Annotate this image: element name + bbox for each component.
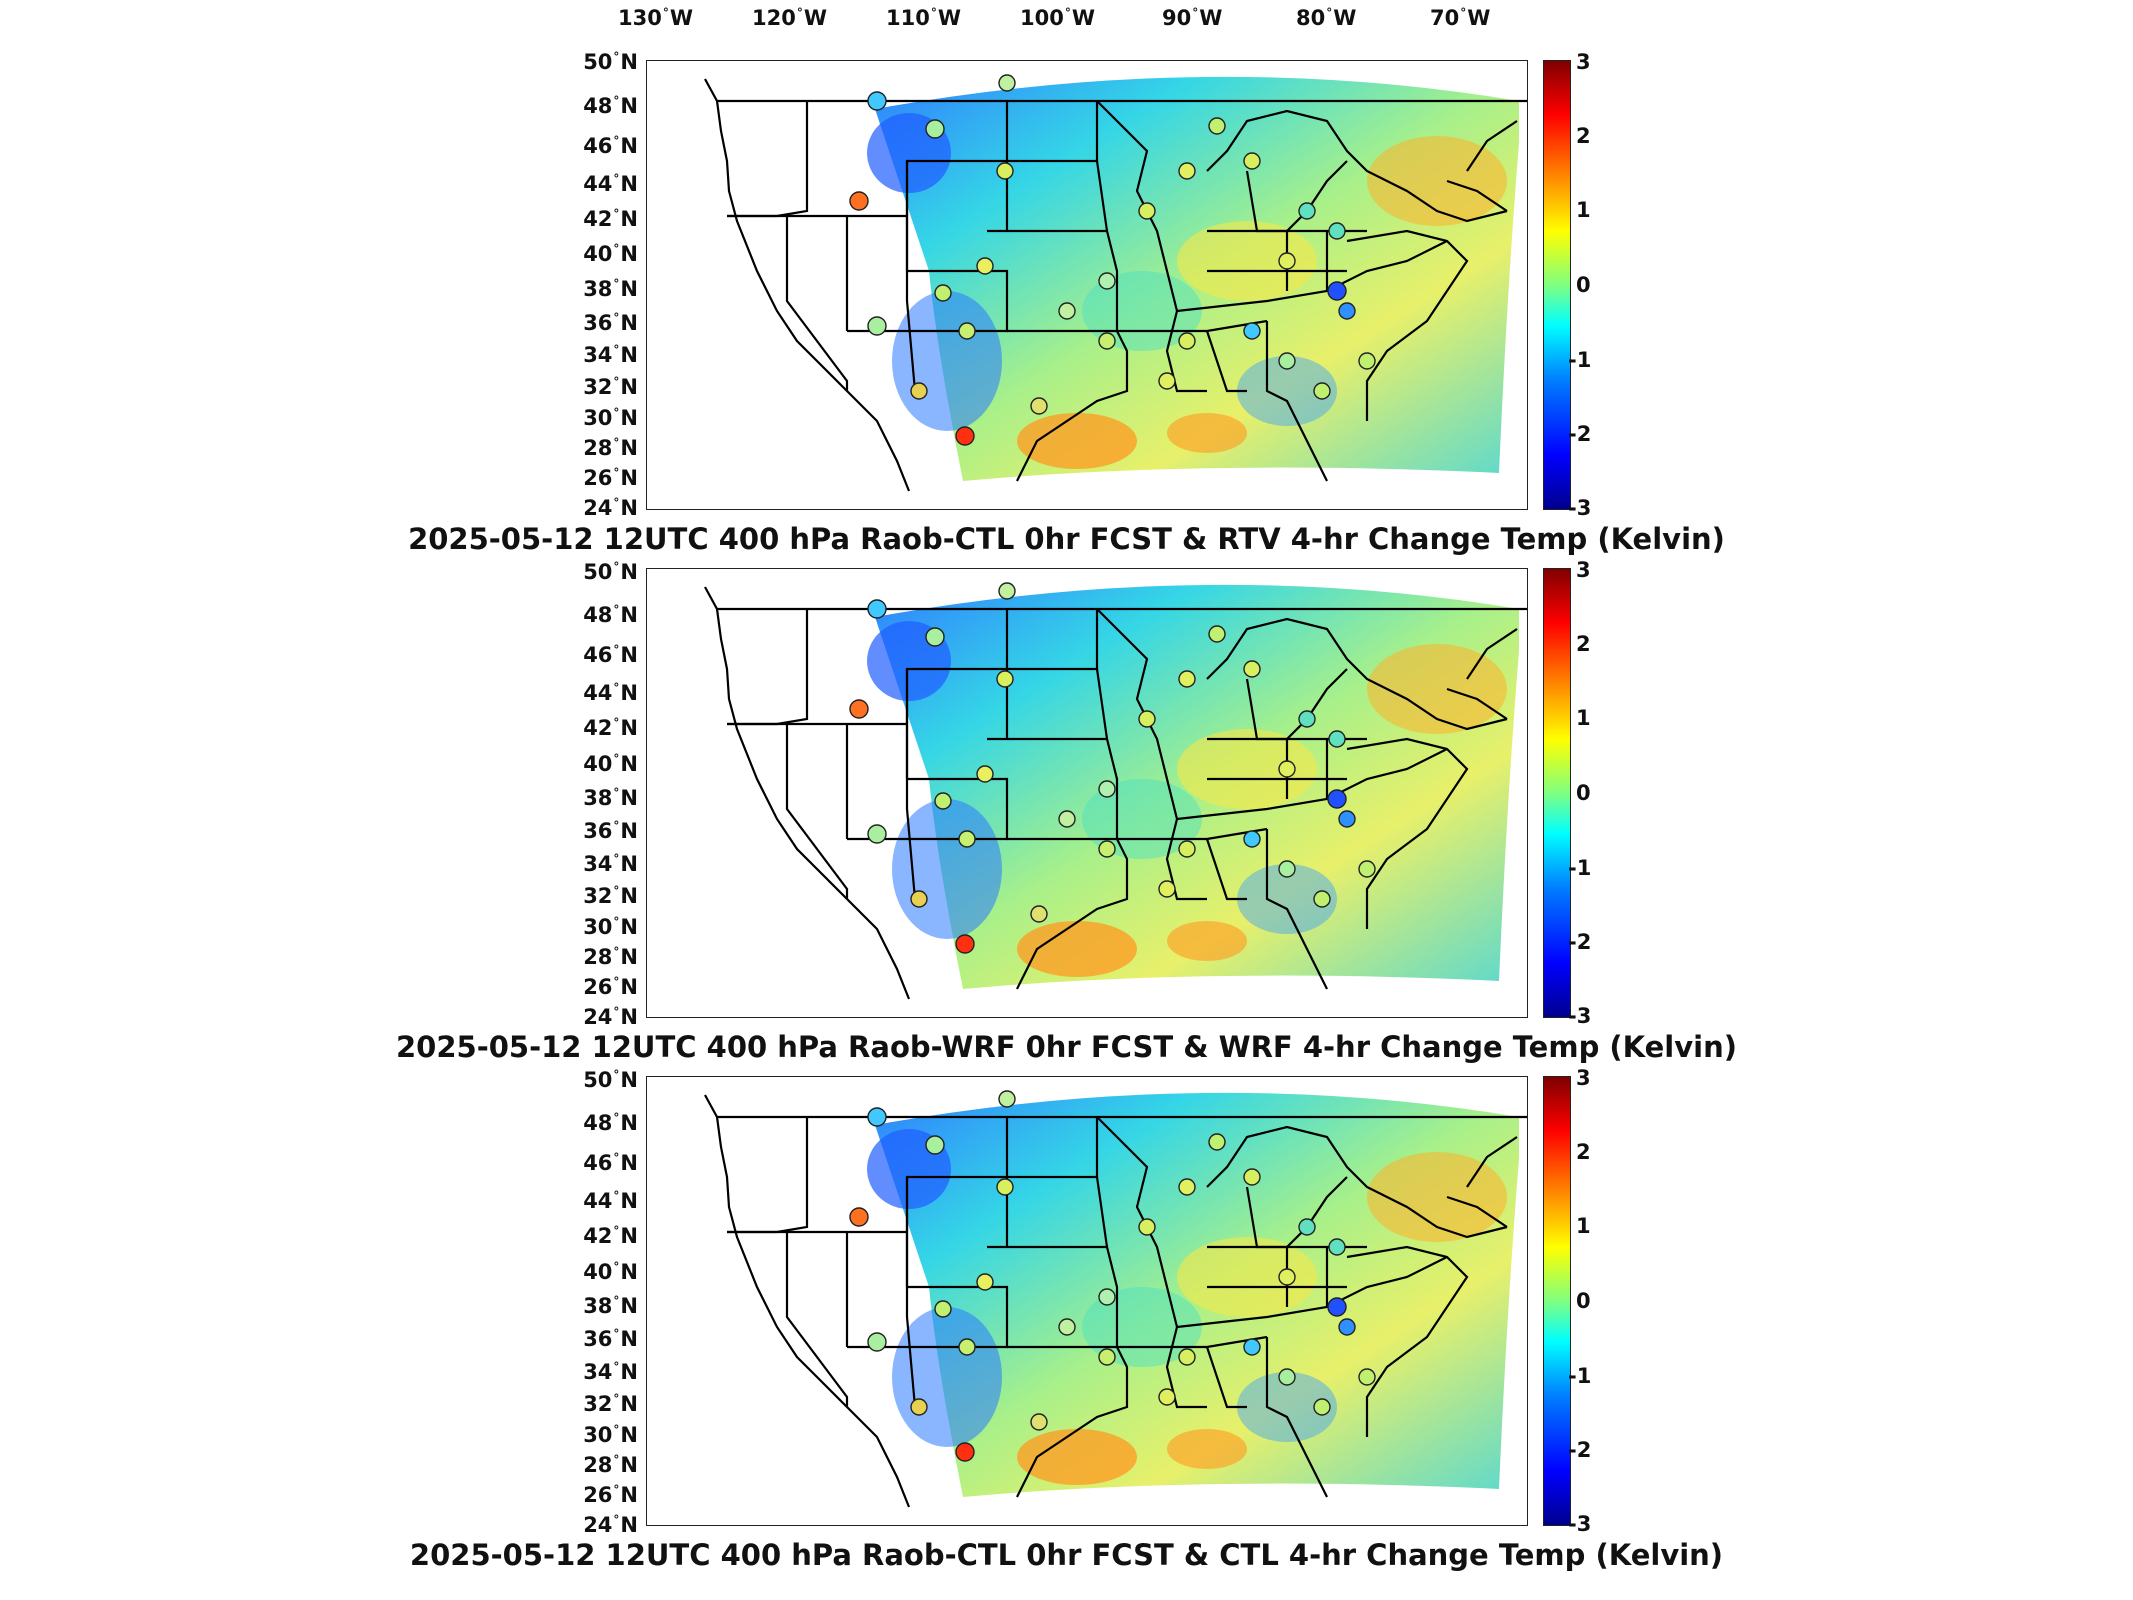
lat-label: 44°N xyxy=(583,172,638,196)
lat-label: 46°N xyxy=(583,134,638,158)
lat-label: 48°N xyxy=(583,603,638,627)
lat-label: 44°N xyxy=(583,1189,638,1213)
lon-label: 70°W xyxy=(1430,6,1491,30)
lat-label: 48°N xyxy=(583,1111,638,1135)
lat-label: 38°N xyxy=(583,277,638,301)
colorbar-tick: 2 xyxy=(1576,124,1591,148)
lat-label: 36°N xyxy=(583,311,638,335)
colorbar-tick: -1 xyxy=(1568,1364,1592,1388)
colorbar-tick: -1 xyxy=(1568,348,1592,372)
colorbar-tick: 0 xyxy=(1576,273,1591,297)
lon-label: 110°W xyxy=(886,6,962,30)
colorbar-tick: 0 xyxy=(1576,1289,1591,1313)
lat-label: 24°N xyxy=(583,1513,638,1537)
lat-label: 30°N xyxy=(583,406,638,430)
lat-label: 30°N xyxy=(583,1423,638,1447)
lon-label: 100°W xyxy=(1020,6,1096,30)
colorbar-tick: 3 xyxy=(1576,1066,1591,1090)
lat-label: 32°N xyxy=(583,375,638,399)
lat-label: 34°N xyxy=(583,343,638,367)
lat-label: 24°N xyxy=(583,496,638,520)
lat-label: 42°N xyxy=(583,716,638,740)
lat-label: 30°N xyxy=(583,915,638,939)
colorbar-tick: 1 xyxy=(1576,198,1591,222)
lat-label: 50°N xyxy=(583,1068,638,1092)
lat-label: 28°N xyxy=(583,1453,638,1477)
lat-label: 40°N xyxy=(583,242,638,266)
temperature-map xyxy=(646,1076,1528,1526)
lon-label: 130°W xyxy=(618,6,694,30)
lon-label: 80°W xyxy=(1296,6,1357,30)
lat-label: 42°N xyxy=(583,207,638,231)
lat-label: 50°N xyxy=(583,560,638,584)
lat-label: 36°N xyxy=(583,819,638,843)
lat-label: 48°N xyxy=(583,94,638,118)
lat-label: 50°N xyxy=(583,50,638,74)
colorbar-tick: 3 xyxy=(1576,558,1591,582)
colorbar-tick: -1 xyxy=(1568,856,1592,880)
colorbar-tick: -2 xyxy=(1568,1438,1592,1462)
lat-label: 34°N xyxy=(583,1360,638,1384)
lat-label: 26°N xyxy=(583,466,638,490)
panel-title: 2025-05-12 12UTC 400 hPa Raob-CTL 0hr FC… xyxy=(408,522,1725,556)
colorbar-tick: -2 xyxy=(1568,930,1592,954)
lat-label: 46°N xyxy=(583,1151,638,1175)
lat-label: 42°N xyxy=(583,1224,638,1248)
colorbar-tick: 1 xyxy=(1576,706,1591,730)
colorbar-tick: -2 xyxy=(1568,422,1592,446)
lat-label: 24°N xyxy=(583,1005,638,1029)
lon-label: 90°W xyxy=(1162,6,1223,30)
lat-label: 38°N xyxy=(583,786,638,810)
temperature-map xyxy=(646,568,1528,1018)
lat-label: 44°N xyxy=(583,681,638,705)
colorbar xyxy=(1543,60,1571,510)
colorbar-tick: 2 xyxy=(1576,1140,1591,1164)
lat-label: 32°N xyxy=(583,884,638,908)
panel-title: 2025-05-12 12UTC 400 hPa Raob-WRF 0hr FC… xyxy=(395,1030,1737,1064)
colorbar-tick: 1 xyxy=(1576,1214,1591,1238)
lat-label: 26°N xyxy=(583,975,638,999)
colorbar-tick: -3 xyxy=(1568,496,1592,520)
colorbar xyxy=(1543,568,1571,1018)
colorbar xyxy=(1543,1076,1571,1526)
lat-label: 40°N xyxy=(583,1260,638,1284)
lat-label: 32°N xyxy=(583,1392,638,1416)
panel-title: 2025-05-12 12UTC 400 hPa Raob-CTL 0hr FC… xyxy=(409,1538,1724,1572)
colorbar-tick: 3 xyxy=(1576,50,1591,74)
colorbar-tick: 0 xyxy=(1576,781,1591,805)
lat-label: 40°N xyxy=(583,752,638,776)
colorbar-tick: 2 xyxy=(1576,632,1591,656)
lat-label: 26°N xyxy=(583,1483,638,1507)
colorbar-tick: -3 xyxy=(1568,1512,1592,1536)
lat-label: 36°N xyxy=(583,1327,638,1351)
lat-label: 28°N xyxy=(583,945,638,969)
lat-label: 46°N xyxy=(583,643,638,667)
temperature-map xyxy=(646,60,1528,510)
colorbar-tick: -3 xyxy=(1568,1004,1592,1028)
lat-label: 28°N xyxy=(583,436,638,460)
lon-label: 120°W xyxy=(752,6,828,30)
lat-label: 34°N xyxy=(583,852,638,876)
lat-label: 38°N xyxy=(583,1294,638,1318)
